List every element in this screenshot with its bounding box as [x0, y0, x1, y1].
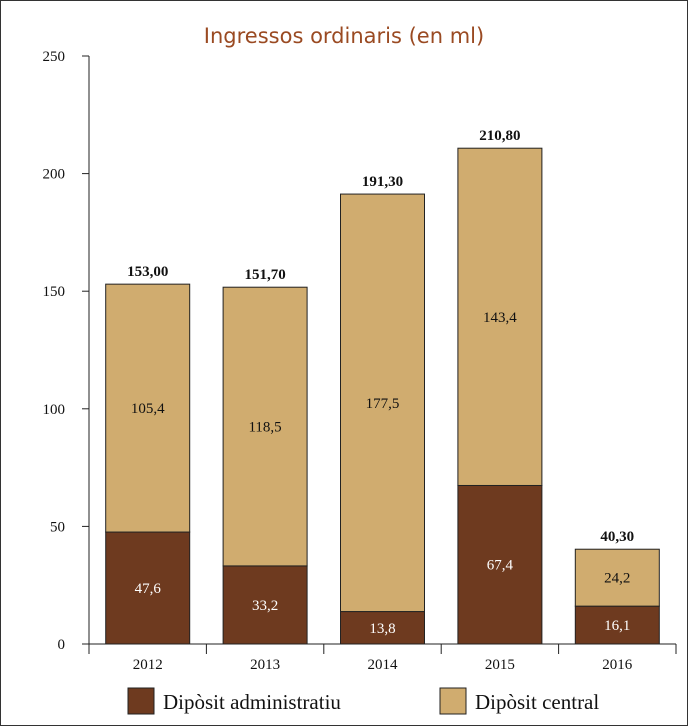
segment-value-label: 118,5 — [248, 420, 281, 436]
segment-value-label: 177,5 — [366, 396, 400, 412]
bar-segment-administratiu — [222, 565, 308, 645]
legend-swatch-central — [439, 687, 467, 715]
x-category-label: 2012 — [133, 657, 163, 673]
segment-value-label: 24,2 — [604, 571, 630, 587]
segment-value-label: 143,4 — [483, 310, 517, 326]
segment-value-label: 33,2 — [252, 598, 278, 614]
total-value-label: 153,00 — [127, 264, 168, 280]
x-category-label: 2014 — [368, 657, 399, 673]
x-category-label: 2016 — [602, 657, 633, 673]
total-value-label: 210,80 — [479, 128, 520, 144]
y-tick-label: 100 — [43, 402, 66, 418]
bar-segment-central — [574, 548, 660, 607]
segment-value-label: 67,4 — [487, 558, 514, 574]
bar-segment-administratiu — [340, 611, 425, 645]
legend-label-central: Dipòsit central — [475, 690, 599, 714]
bar-segment-central — [105, 283, 191, 533]
total-value-label: 191,30 — [362, 174, 403, 190]
bar-segment-central — [340, 193, 425, 613]
bar-segment-administratiu — [574, 605, 660, 645]
bar-segment-central — [222, 286, 308, 567]
bar-segment-administratiu — [105, 531, 191, 645]
total-value-label: 40,30 — [600, 529, 634, 545]
y-tick-label: 0 — [58, 637, 66, 653]
y-tick-label: 50 — [50, 519, 65, 535]
y-tick-label: 200 — [43, 167, 66, 183]
x-category-label: 2015 — [485, 657, 515, 673]
bar-segment-central — [457, 147, 543, 486]
y-tick-label: 150 — [43, 284, 66, 300]
y-tick-label: 250 — [43, 49, 66, 65]
bar-segment-administratiu — [457, 484, 543, 645]
chart-title: Ingressos ordinaris (en ml) — [203, 24, 485, 48]
segment-value-label: 47,6 — [135, 581, 162, 597]
segment-value-label: 16,1 — [604, 618, 630, 634]
segment-value-label: 105,4 — [131, 401, 165, 417]
legend-label-administratiu: Dipòsit administratiu — [163, 690, 341, 714]
legend-swatch-administratiu — [127, 687, 155, 715]
total-value-label: 151,70 — [244, 267, 285, 283]
segment-value-label: 13,8 — [369, 621, 395, 637]
x-category-label: 2013 — [250, 657, 280, 673]
